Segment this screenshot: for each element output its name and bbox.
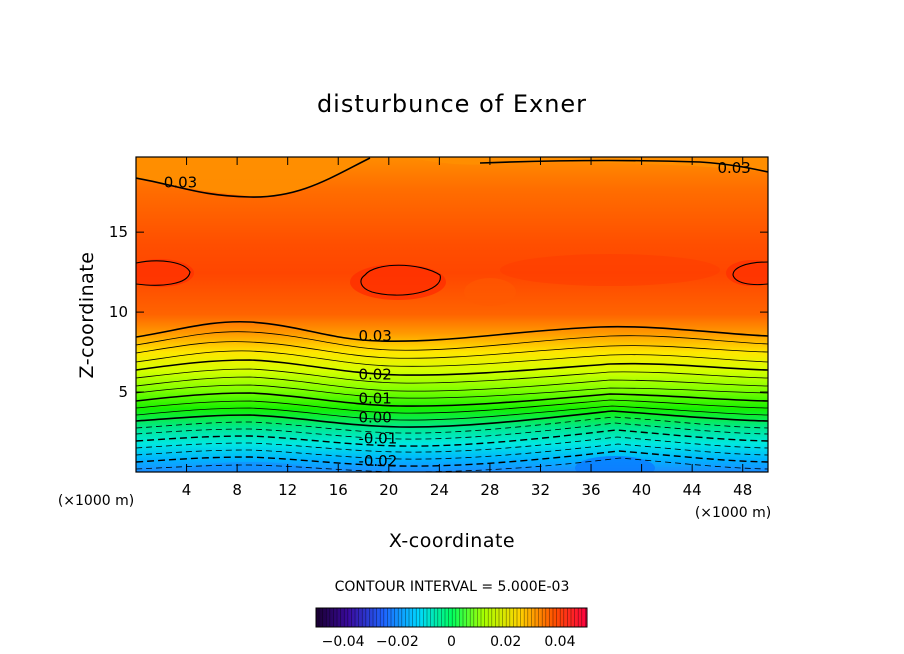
contour-label: 0.00 xyxy=(358,409,391,427)
x-tick-label: 32 xyxy=(531,481,550,499)
x-axis: 4 8 12 16 20 24 28 32 36 40 44 48 xyxy=(182,157,752,499)
x-axis-label: X-coordinate xyxy=(389,530,515,552)
x-tick-label: 24 xyxy=(430,481,449,499)
plot-frame xyxy=(135,156,769,473)
y-axis: 5 10 15 xyxy=(109,223,768,401)
contour-interval-text: CONTOUR INTERVAL = 5.000E-03 xyxy=(335,579,570,595)
contour-labels: 0.03 0.03 0.03 0.02 0.01 0.00 -0.01 -0.02 xyxy=(164,159,751,470)
contour-label: -0.02 xyxy=(358,452,397,470)
x-tick-label: 44 xyxy=(683,481,702,499)
x-tick-label: 16 xyxy=(329,481,348,499)
y-tick-label: 15 xyxy=(109,223,128,241)
y-unit-label: (×1000 m) xyxy=(58,493,134,509)
contour-label: 0.01 xyxy=(358,389,391,407)
x-tick-label: 12 xyxy=(278,481,297,499)
contour-label: -0.01 xyxy=(358,429,397,447)
x-tick-label: 4 xyxy=(182,481,192,499)
colorbar: −0.04 −0.02 0 0.02 0.04 xyxy=(315,607,588,650)
x-tick-label: 20 xyxy=(379,481,398,499)
x-tick-label: 40 xyxy=(632,481,651,499)
contour-label: 0.03 xyxy=(164,174,197,192)
y-axis-label: Z-coordinate xyxy=(76,252,98,379)
contour-label: 0.03 xyxy=(358,327,391,345)
x-tick-label: 48 xyxy=(733,481,752,499)
contour-label: 0.03 xyxy=(717,159,750,177)
colorbar-tick-label: 0.02 xyxy=(490,634,521,650)
contour-lines xyxy=(136,157,768,472)
x-unit-label: (×1000 m) xyxy=(695,505,771,521)
x-tick-label: 36 xyxy=(581,481,600,499)
colorbar-tick-label: 0.04 xyxy=(544,634,575,650)
x-tick-label: 28 xyxy=(480,481,499,499)
colorbar-tick-label: −0.04 xyxy=(322,634,365,650)
y-tick-label: 10 xyxy=(109,303,128,321)
x-tick-label: 8 xyxy=(232,481,242,499)
colorbar-tick-label: 0 xyxy=(447,634,456,650)
contour-field xyxy=(136,157,768,472)
contour-label: 0.02 xyxy=(358,365,391,383)
chart-title: disturbunce of Exner xyxy=(317,90,587,118)
y-tick-label: 5 xyxy=(118,383,128,401)
colorbar-tick-label: −0.02 xyxy=(376,634,419,650)
